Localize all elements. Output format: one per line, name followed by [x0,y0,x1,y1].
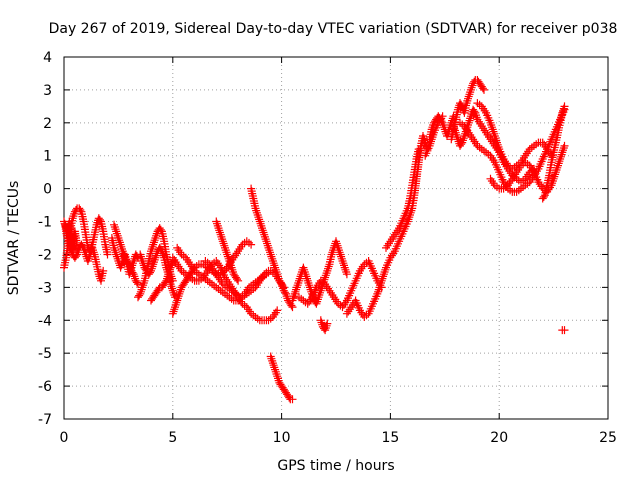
data-point-markers [266,352,297,404]
x-tick-label: 25 [599,430,617,446]
x-tick-label: 5 [168,430,177,446]
x-tick-label: 0 [60,430,69,446]
data-point-markers [342,132,432,321]
series-track-v [421,112,447,160]
data-point-markers [110,220,142,289]
data-point-markers [538,102,569,203]
series-track-aa [486,141,569,196]
y-tick-label: 0 [43,182,52,198]
series-track-c [61,217,82,256]
y-tick-label: 3 [43,83,52,99]
x-tick-label: 15 [381,430,399,446]
data-point-markers [558,326,569,335]
y-tick-label: -1 [38,215,52,231]
y-axis-label: SDTVAR / TECUs [6,181,22,296]
series-track-r [316,316,332,335]
series-track-z [473,99,556,173]
chart-title: Day 267 of 2019, Sidereal Day-to-day VTE… [49,21,618,37]
y-tick-label: -4 [38,313,52,329]
x-axis-label: GPS time / hours [277,458,394,474]
grid [64,57,608,419]
y-tick-label: -3 [38,280,52,296]
data-point-markers [212,217,243,285]
axis-ticks: 0 5 10 15 20 25 -7 -6 -5 -4 -3 -2 -1 0 1 2 3 4 [38,50,617,446]
data-point-markers [147,257,177,305]
series-track-t [382,145,423,252]
data-point-markers [247,184,297,312]
data-points [60,76,569,404]
series-track-q [295,257,386,312]
y-tick-label: -5 [38,346,52,362]
series-track-bb [538,102,569,203]
data-point-markers [316,316,332,335]
series-track-h [147,257,177,305]
x-tick-label: 20 [490,430,508,446]
y-tick-label: -6 [38,379,52,395]
y-tick-label: 1 [43,149,52,165]
x-tick-label: 10 [273,430,291,446]
data-point-markers [421,112,447,160]
series-track-o [266,352,297,404]
data-point-markers [473,99,556,173]
series-track-s [342,132,432,321]
series-track-m [212,217,243,285]
series-track-n [247,184,297,312]
data-point-markers [295,257,386,312]
y-tick-label: 2 [43,116,52,132]
data-point-markers [382,145,423,252]
data-point-markers [449,105,538,187]
series-track-cc [558,326,569,335]
series-track-e [110,220,142,289]
data-point-markers [486,141,569,196]
y-tick-label: -2 [38,247,52,263]
series-track-x [449,105,538,187]
y-tick-label: 4 [43,50,52,66]
y-tick-label: -7 [38,412,52,428]
data-point-markers [61,217,82,256]
